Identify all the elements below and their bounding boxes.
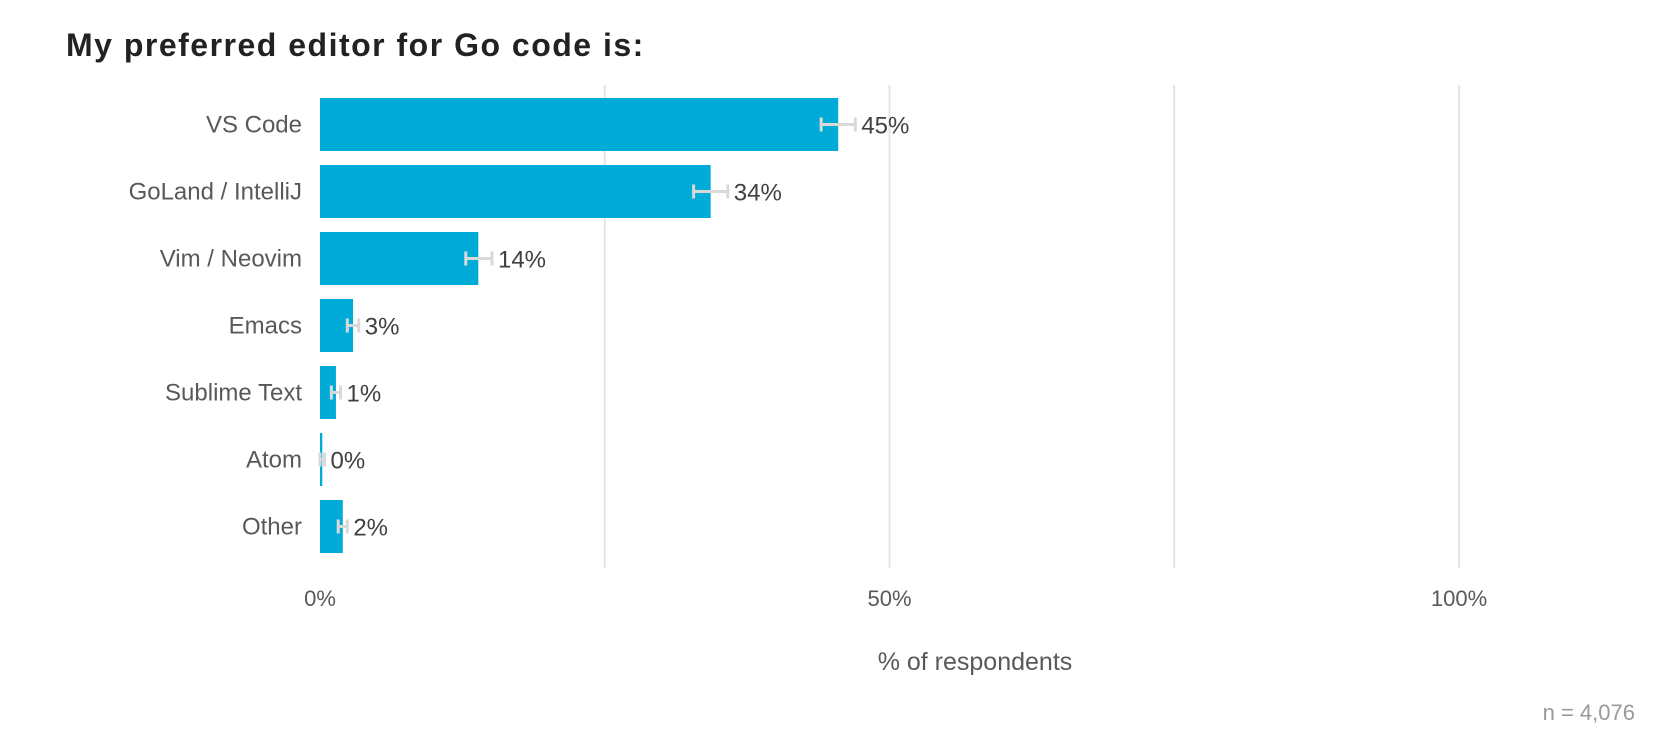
value-label-goland-intellij: 34% xyxy=(734,180,782,207)
x-tick-label-100: 100% xyxy=(1431,586,1487,611)
error-bar-vim-neovim xyxy=(464,251,494,266)
error-bar-other xyxy=(336,519,349,534)
error-bars xyxy=(318,117,857,534)
x-axis-title: % of respondents xyxy=(878,648,1073,676)
bar-vim-neovim xyxy=(320,232,479,285)
bar-goland-intellij xyxy=(320,165,711,218)
value-label-vs-code: 45% xyxy=(861,113,909,140)
error-bar-vs-code xyxy=(819,117,857,132)
category-label-other: Other xyxy=(242,514,302,541)
category-label-sublime-text: Sublime Text xyxy=(165,380,302,407)
value-label-other: 2% xyxy=(353,515,388,542)
category-label-vs-code: VS Code xyxy=(206,112,302,139)
x-axis-ticks: 0% 50% 100% xyxy=(304,586,1487,611)
value-label-emacs: 3% xyxy=(365,314,400,341)
bar-vs-code xyxy=(320,98,839,151)
value-label-atom: 0% xyxy=(331,448,366,475)
error-bar-sublime-text xyxy=(329,385,343,400)
category-label-emacs: Emacs xyxy=(229,313,302,340)
gridlines xyxy=(603,85,1460,568)
error-bar-atom xyxy=(318,452,327,467)
x-tick-label-0: 0% xyxy=(304,586,336,611)
labels: VS Code 45% GoLand / IntelliJ 34% Vim / Neov… xyxy=(129,112,910,542)
bars xyxy=(320,98,839,553)
value-label-vim-neovim: 14% xyxy=(498,247,546,274)
category-label-vim-neovim: Vim / Neovim xyxy=(160,246,302,273)
category-label-atom: Atom xyxy=(246,447,302,474)
bar-sublime-text xyxy=(320,366,336,419)
error-bar-goland-intellij xyxy=(692,184,730,199)
error-bar-emacs xyxy=(345,318,361,333)
x-tick-label-50: 50% xyxy=(867,586,911,611)
chart-title: My preferred editor for Go code is: xyxy=(66,27,645,63)
value-label-sublime-text: 1% xyxy=(347,381,382,408)
sample-size-note: n = 4,076 xyxy=(1543,700,1635,725)
category-label-goland-intellij: GoLand / IntelliJ xyxy=(129,179,302,206)
bar-other xyxy=(320,500,343,553)
